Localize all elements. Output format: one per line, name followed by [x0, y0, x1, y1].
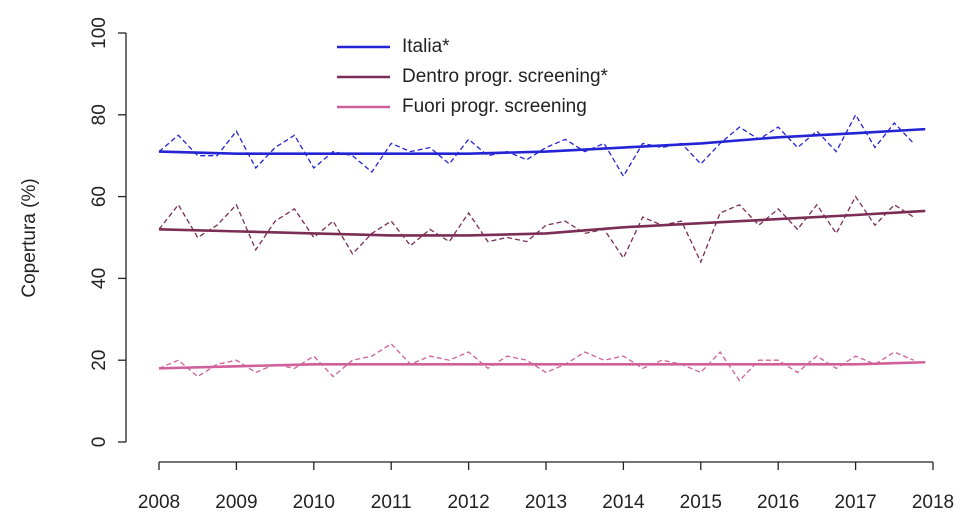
trend-line — [158, 209, 926, 237]
observed-line — [158, 113, 915, 178]
legend-label: Italia* — [402, 36, 450, 57]
x-tick-label: 2009 — [215, 492, 257, 513]
x-tick-label: 2016 — [757, 492, 799, 513]
x-tick-label: 2010 — [293, 492, 335, 513]
x-tick-label: 2017 — [834, 492, 876, 513]
observed-line — [158, 195, 914, 264]
y-tick-label: 20 — [89, 350, 110, 371]
y-axis-label: Copertura (%) — [19, 178, 40, 297]
y-tick-label: 80 — [89, 104, 110, 125]
observed-line — [158, 343, 914, 382]
trend-line — [158, 127, 926, 155]
x-tick-label: 2012 — [447, 492, 489, 513]
x-tick-label: 2015 — [680, 492, 722, 513]
x-tick-label: 2014 — [602, 492, 645, 513]
x-tick-label: 2018 — [912, 492, 954, 513]
x-tick-label: 2008 — [138, 492, 180, 513]
trend-line — [158, 360, 926, 370]
x-tick-label: 2013 — [525, 492, 567, 513]
legend-label: Dentro progr. screening* — [402, 66, 609, 87]
y-tick-label: 40 — [89, 268, 110, 289]
y-tick-label: 0 — [89, 437, 110, 448]
y-tick-label: 100 — [89, 17, 110, 49]
y-tick-label: 60 — [89, 186, 110, 207]
legend-label: Fuori progr. screening — [402, 96, 587, 117]
x-tick-label: 2011 — [371, 492, 412, 513]
